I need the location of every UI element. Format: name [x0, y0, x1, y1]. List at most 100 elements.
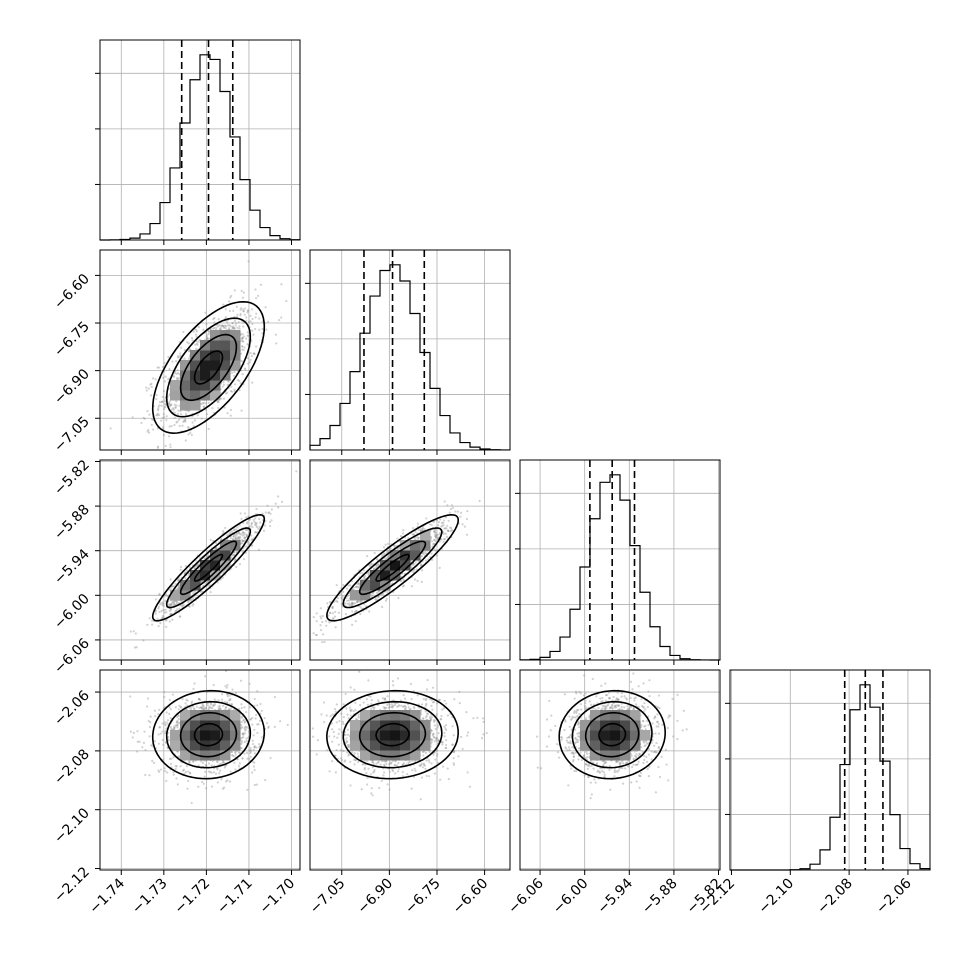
- sample-point: [433, 542, 436, 545]
- sample-point: [402, 579, 405, 582]
- sample-point: [186, 787, 189, 790]
- sample-point: [261, 332, 264, 335]
- sample-point: [159, 603, 162, 606]
- sample-point: [230, 750, 233, 753]
- sample-point: [236, 536, 240, 539]
- sample-point: [186, 699, 189, 702]
- sample-point: [180, 604, 184, 607]
- sample-point: [240, 724, 243, 727]
- sample-point: [387, 555, 390, 559]
- sample-point: [183, 419, 187, 422]
- sample-point: [224, 670, 228, 673]
- sample-point: [177, 418, 181, 421]
- sample-point: [269, 512, 272, 515]
- sample-point: [172, 726, 176, 730]
- sample-point: [233, 538, 237, 541]
- panel-grid: [100, 460, 300, 660]
- sample-point: [140, 421, 143, 425]
- sample-point: [430, 523, 433, 527]
- sample-point: [430, 552, 433, 555]
- sample-point: [334, 610, 337, 614]
- sample-point: [179, 346, 183, 349]
- sample-point: [230, 549, 233, 553]
- sample-point: [357, 582, 360, 586]
- sample-point: [206, 337, 209, 340]
- sample-point: [249, 352, 252, 355]
- sample-point: [217, 325, 220, 328]
- sample-point: [201, 704, 204, 707]
- sample-point: [359, 605, 362, 609]
- density-block: [210, 370, 221, 381]
- sample-point: [226, 383, 229, 387]
- sample-point: [248, 682, 251, 685]
- sample-point: [414, 561, 417, 564]
- sample-point: [249, 320, 252, 323]
- sample-point: [421, 527, 424, 531]
- sample-point: [165, 779, 168, 783]
- sample-point: [435, 554, 439, 557]
- sample-point: [195, 342, 198, 345]
- contour-line: [151, 513, 266, 622]
- sample-point: [200, 707, 204, 710]
- y-tick-label: −6.90: [51, 366, 93, 408]
- sample-point: [246, 309, 250, 313]
- sample-point: [156, 618, 159, 621]
- sample-point: [207, 580, 210, 583]
- sample-point: [175, 721, 178, 724]
- sample-point: [225, 706, 228, 709]
- sample-point: [450, 527, 453, 530]
- sample-point: [249, 718, 252, 721]
- sample-point: [387, 554, 390, 557]
- sample-point: [312, 632, 315, 635]
- sample-point: [207, 333, 210, 336]
- density-block: [210, 570, 221, 581]
- sample-point: [253, 746, 256, 749]
- sample-point: [439, 518, 442, 521]
- sample-point: [255, 312, 258, 315]
- density-block: [180, 360, 191, 371]
- sample-point: [328, 611, 332, 614]
- sample-point: [348, 603, 351, 606]
- sample-point: [176, 412, 179, 415]
- sample-point: [355, 585, 359, 588]
- sample-point: [157, 742, 160, 745]
- sample-point: [234, 322, 238, 325]
- sample-point: [170, 757, 173, 760]
- sample-point: [238, 327, 241, 330]
- sample-point: [175, 724, 178, 727]
- sample-point: [192, 760, 195, 763]
- sample-point: [157, 405, 160, 409]
- sample-point: [326, 602, 329, 605]
- density-block: [210, 350, 221, 361]
- sample-point: [411, 533, 414, 536]
- sample-point: [253, 745, 256, 748]
- sample-point: [193, 419, 197, 422]
- sample-point: [203, 775, 206, 778]
- sample-point: [173, 600, 176, 603]
- sample-point: [156, 409, 160, 412]
- sample-point: [164, 405, 167, 409]
- sample-point: [315, 634, 318, 637]
- sample-point: [262, 529, 266, 532]
- sample-point: [158, 610, 161, 614]
- sample-point: [160, 602, 164, 605]
- sample-point: [206, 704, 209, 707]
- sample-point: [214, 547, 217, 550]
- contour-line: [151, 300, 266, 435]
- sample-point: [163, 405, 166, 409]
- sample-point: [242, 719, 245, 722]
- sample-point: [164, 769, 167, 773]
- sample-point: [238, 751, 241, 755]
- density-block: [220, 550, 231, 561]
- sample-point: [190, 337, 194, 340]
- sample-point: [251, 544, 254, 547]
- sample-point: [174, 609, 177, 613]
- sample-point: [258, 328, 261, 331]
- sample-point: [264, 511, 267, 514]
- sample-point: [171, 585, 175, 588]
- sample-point: [450, 504, 453, 507]
- sample-point: [149, 383, 152, 386]
- sample-point: [173, 585, 176, 588]
- sample-point: [307, 616, 309, 618]
- sample-point: [267, 726, 270, 729]
